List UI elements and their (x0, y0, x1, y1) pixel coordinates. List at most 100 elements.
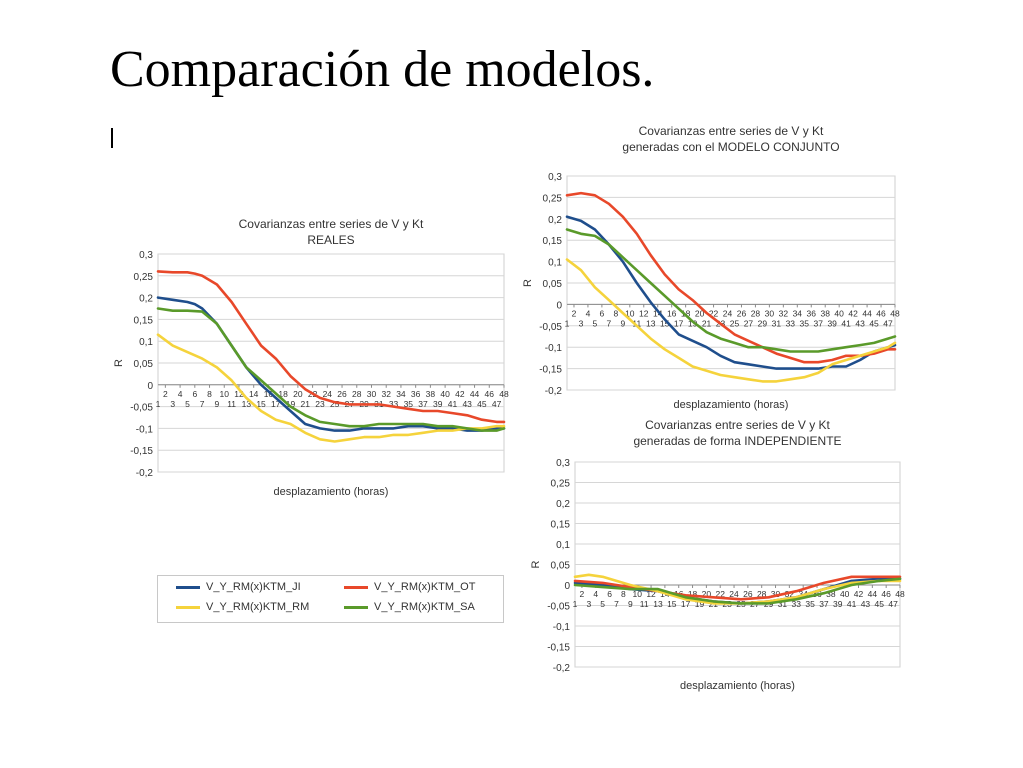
text-cursor (111, 128, 113, 148)
y-tick-label: 0,25 (134, 272, 154, 283)
x-tick-label-even: 20 (293, 389, 303, 399)
y-tick-label: 0,1 (139, 337, 153, 348)
y-tick-label: 0,25 (543, 193, 563, 204)
legend-item-ji: V_Y_RM(x)KTM_JI (176, 581, 301, 593)
x-tick-label-odd: 43 (855, 318, 865, 328)
x-tick-label-odd: 35 (805, 599, 815, 609)
x-tick-label-even: 46 (876, 308, 886, 318)
x-tick-label-even: 12 (639, 308, 649, 318)
x-tick-label-even: 22 (715, 589, 725, 599)
legend-label-sa: V_Y_RM(x)KTM_SA (374, 601, 475, 613)
x-tick-label-even: 2 (580, 589, 585, 599)
x-tick-label-even: 36 (807, 308, 817, 318)
x-tick-label-odd: 39 (827, 318, 837, 328)
y-tick-label: 0,05 (551, 561, 571, 572)
x-axis-label: desplazamiento (horas) (674, 399, 789, 411)
x-tick-label-even: 24 (323, 389, 333, 399)
x-tick-label-odd: 37 (418, 399, 428, 409)
x-tick-label-odd: 39 (433, 399, 443, 409)
y-tick-label: 0,3 (139, 250, 153, 261)
x-tick-label-even: 8 (621, 589, 626, 599)
x-axis-label: desplazamiento (horas) (680, 680, 795, 692)
y-tick-label: 0,2 (139, 294, 153, 305)
x-tick-label-even: 44 (868, 589, 878, 599)
y-tick-label: 0 (147, 381, 153, 392)
series-line-rm (156, 333, 506, 443)
y-tick-label: -0,15 (130, 446, 153, 457)
x-tick-label-odd: 13 (646, 318, 656, 328)
x-tick-label-odd: 41 (841, 318, 851, 328)
x-tick-label-odd: 5 (593, 318, 598, 328)
x-tick-label-even: 36 (411, 389, 421, 399)
x-tick-label-odd: 17 (681, 599, 691, 609)
chart-reales: Covarianzas entre series de V y Kt REALES… (113, 217, 509, 498)
x-tick-label-odd: 31 (772, 318, 782, 328)
x-tick-label-odd: 3 (586, 599, 591, 609)
x-tick-label-odd: 47 (883, 318, 893, 328)
y-tick-label: -0,2 (553, 663, 571, 674)
x-tick-label-even: 20 (695, 308, 705, 318)
y-tick-label: -0,1 (553, 622, 571, 633)
slide-title: Comparación de modelos. (110, 41, 655, 98)
y-tick-label: -0,2 (545, 386, 563, 397)
x-tick-label-even: 42 (848, 308, 858, 318)
x-tick-label-odd: 3 (579, 318, 584, 328)
x-tick-label-even: 12 (234, 389, 244, 399)
y-tick-label: 0,05 (134, 359, 154, 370)
legend-swatch-ji (176, 585, 200, 589)
legend-item-ot: V_Y_RM(x)KTM_OT (344, 581, 475, 593)
legend-swatch-sa (344, 605, 368, 609)
x-tick-label-even: 28 (751, 308, 761, 318)
y-axis-label: R (113, 359, 125, 367)
x-tick-label-odd: 27 (744, 318, 754, 328)
x-tick-label-odd: 15 (256, 399, 266, 409)
x-tick-label-even: 48 (890, 308, 900, 318)
x-tick-label-odd: 13 (653, 599, 663, 609)
x-tick-label-odd: 29 (758, 318, 768, 328)
legend-item-sa: V_Y_RM(x)KTM_SA (344, 601, 475, 613)
y-tick-label: -0,05 (547, 602, 570, 613)
x-tick-label-odd: 11 (640, 599, 649, 609)
legend-item-rm: V_Y_RM(x)KTM_RM (176, 601, 309, 613)
y-tick-label: -0,05 (130, 403, 153, 414)
series-line-sa (573, 577, 902, 605)
series-line-sa (565, 228, 897, 353)
y-tick-label: 0,3 (548, 172, 562, 183)
x-tick-label-even: 40 (834, 308, 844, 318)
x-tick-label-odd: 47 (492, 399, 502, 409)
series-line-ot (573, 575, 902, 601)
x-tick-label-odd: 33 (792, 599, 802, 609)
x-tick-label-odd: 5 (185, 399, 190, 409)
x-tick-label-even: 10 (220, 389, 230, 399)
series-line-ji (156, 296, 506, 432)
y-tick-label: 0,2 (556, 499, 570, 510)
legend-label-ji: V_Y_RM(x)KTM_JI (206, 581, 301, 593)
chart-title: Covarianzas entre series de V y Kt (639, 124, 824, 138)
x-tick-label-even: 6 (192, 389, 197, 399)
x-tick-label-even: 44 (862, 308, 872, 318)
x-tick-label-even: 40 (440, 389, 450, 399)
y-tick-label: 0 (556, 300, 562, 311)
chart-legend: V_Y_RM(x)KTM_JI V_Y_RM(x)KTM_OT V_Y_RM(x… (157, 575, 504, 623)
chart-title: Covarianzas entre series de V y Kt (239, 217, 424, 231)
legend-swatch-ot (344, 585, 368, 589)
x-tick-label-even: 26 (743, 589, 753, 599)
x-tick-label-even: 24 (729, 589, 739, 599)
x-tick-label-even: 18 (688, 589, 698, 599)
y-axis-label: R (522, 279, 534, 287)
x-tick-label-odd: 41 (847, 599, 857, 609)
x-tick-label-even: 46 (485, 389, 495, 399)
x-tick-label-even: 38 (426, 389, 436, 399)
y-axis-label: R (530, 560, 542, 568)
x-tick-label-odd: 11 (227, 399, 236, 409)
x-tick-label-even: 4 (178, 389, 183, 399)
x-tick-label-even: 8 (613, 308, 618, 318)
x-tick-label-odd: 3 (170, 399, 175, 409)
x-tick-label-odd: 7 (607, 318, 612, 328)
chart-subtitle: generadas con el MODELO CONJUNTO (622, 140, 839, 154)
x-tick-label-even: 32 (381, 389, 391, 399)
x-tick-label-even: 24 (723, 308, 733, 318)
y-tick-label: 0,1 (548, 258, 562, 269)
x-tick-label-even: 4 (586, 308, 591, 318)
x-tick-label-even: 48 (895, 589, 905, 599)
